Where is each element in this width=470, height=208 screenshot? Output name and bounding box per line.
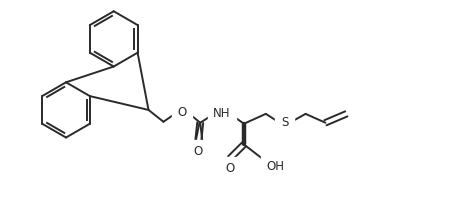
Text: S: S xyxy=(281,116,289,129)
Text: OH: OH xyxy=(267,160,285,173)
Text: O: O xyxy=(194,145,203,158)
Text: NH: NH xyxy=(213,107,231,120)
Text: O: O xyxy=(226,162,235,175)
Text: O: O xyxy=(178,106,187,119)
